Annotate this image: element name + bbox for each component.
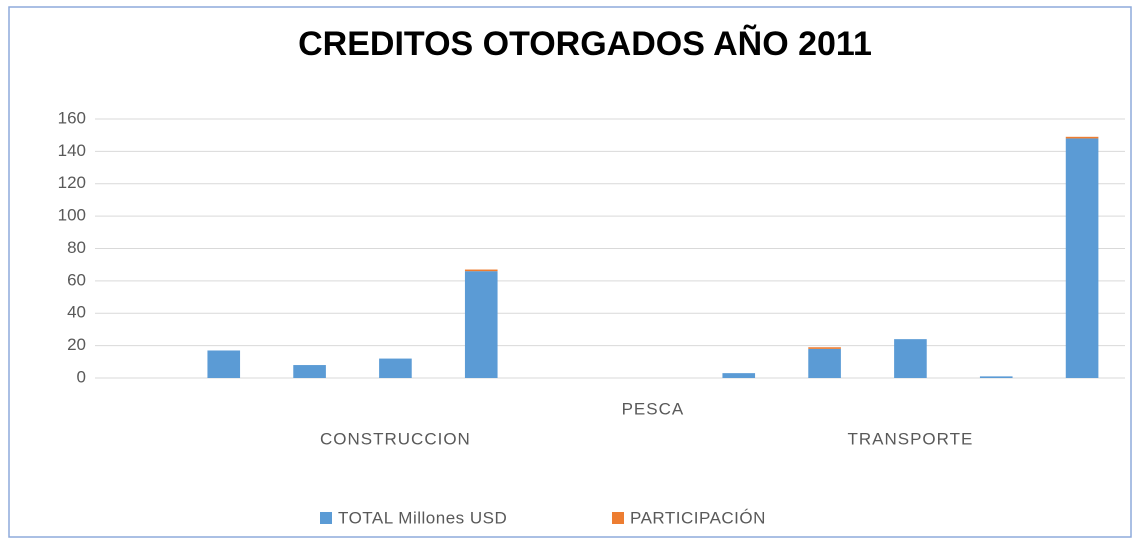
chart-title: CREDITOS OTORGADOS AÑO 2011: [298, 25, 872, 63]
y-tick-label: 60: [67, 270, 86, 289]
y-tick-label: 40: [67, 303, 86, 322]
bar: [894, 339, 927, 378]
legend-swatch: [320, 512, 332, 524]
y-tick-label: 80: [67, 238, 86, 257]
y-tick-label: 20: [67, 335, 86, 354]
legend-swatch: [612, 512, 624, 524]
bar: [1065, 136, 1099, 139]
bar: [722, 373, 756, 378]
bar: [1065, 138, 1099, 378]
x-tick-label: CONSTRUCCION: [320, 429, 471, 448]
bar: [464, 269, 498, 272]
bar: [808, 348, 841, 378]
y-tick-label: 100: [58, 206, 86, 225]
bar: [379, 358, 412, 378]
y-tick-label: 140: [58, 141, 86, 160]
legend-label: TOTAL Millones USD: [338, 508, 507, 527]
x-tick-label: PESCA: [622, 399, 685, 418]
y-tick-label: 160: [58, 108, 86, 127]
bar: [808, 347, 841, 349]
chart-border: [8, 6, 1132, 538]
y-tick-label: 0: [77, 367, 86, 386]
bar: [464, 271, 498, 378]
x-tick-label: TRANSPORTE: [847, 429, 973, 448]
y-tick-label: 120: [58, 173, 86, 192]
bar: [293, 365, 326, 378]
bar: [207, 350, 241, 378]
legend-label: PARTICIPACIÓN: [630, 508, 766, 527]
bar: [979, 376, 1013, 378]
